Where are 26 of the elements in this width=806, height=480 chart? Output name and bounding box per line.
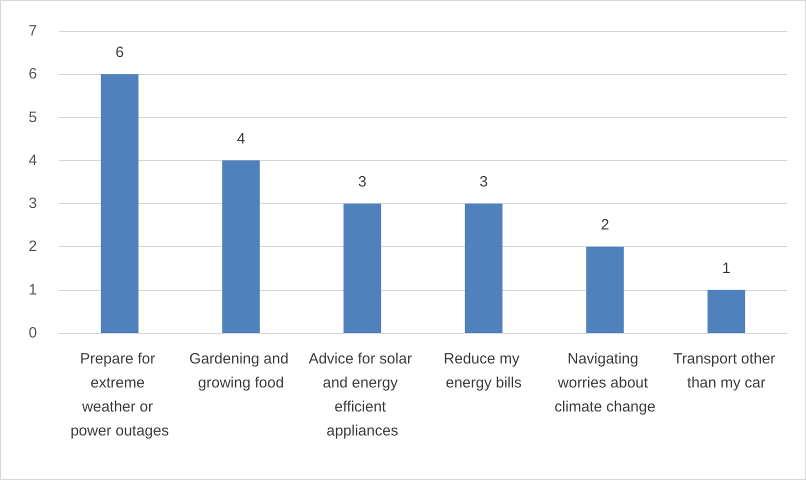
x-tick-label: Gardening and growing food [189, 350, 293, 392]
data-label: 6 [115, 44, 124, 62]
y-tick-label: 1 [28, 281, 37, 298]
y-tick-label: 7 [28, 22, 37, 40]
x-tick-label: Transport other than my car [673, 350, 780, 392]
data-label: 4 [236, 130, 246, 148]
y-tick-label: 0 [28, 324, 37, 342]
y-tick-label: 5 [28, 108, 37, 126]
y-tick-label: 4 [28, 152, 37, 169]
x-tick-label: Prepare for extreme weather or power outages [70, 350, 169, 440]
y-tick-label: 6 [28, 66, 37, 83]
bar [708, 290, 746, 333]
bar [344, 204, 382, 333]
x-tick-label: Advice for solar and energy efficient appliances [308, 350, 416, 440]
y-tick-label: 2 [28, 238, 37, 256]
x-tick-label: Navigating worries about climate change [554, 350, 656, 416]
x-tick-label: Reduce my energy bills [444, 350, 524, 392]
data-label: 3 [479, 174, 488, 191]
y-tick-label: 3 [28, 195, 37, 212]
bar [100, 74, 138, 333]
bar [222, 160, 260, 333]
data-label: 3 [358, 174, 367, 191]
bar [586, 246, 624, 333]
data-label: 2 [600, 216, 610, 234]
data-label: 1 [722, 260, 731, 277]
bar [464, 204, 502, 333]
